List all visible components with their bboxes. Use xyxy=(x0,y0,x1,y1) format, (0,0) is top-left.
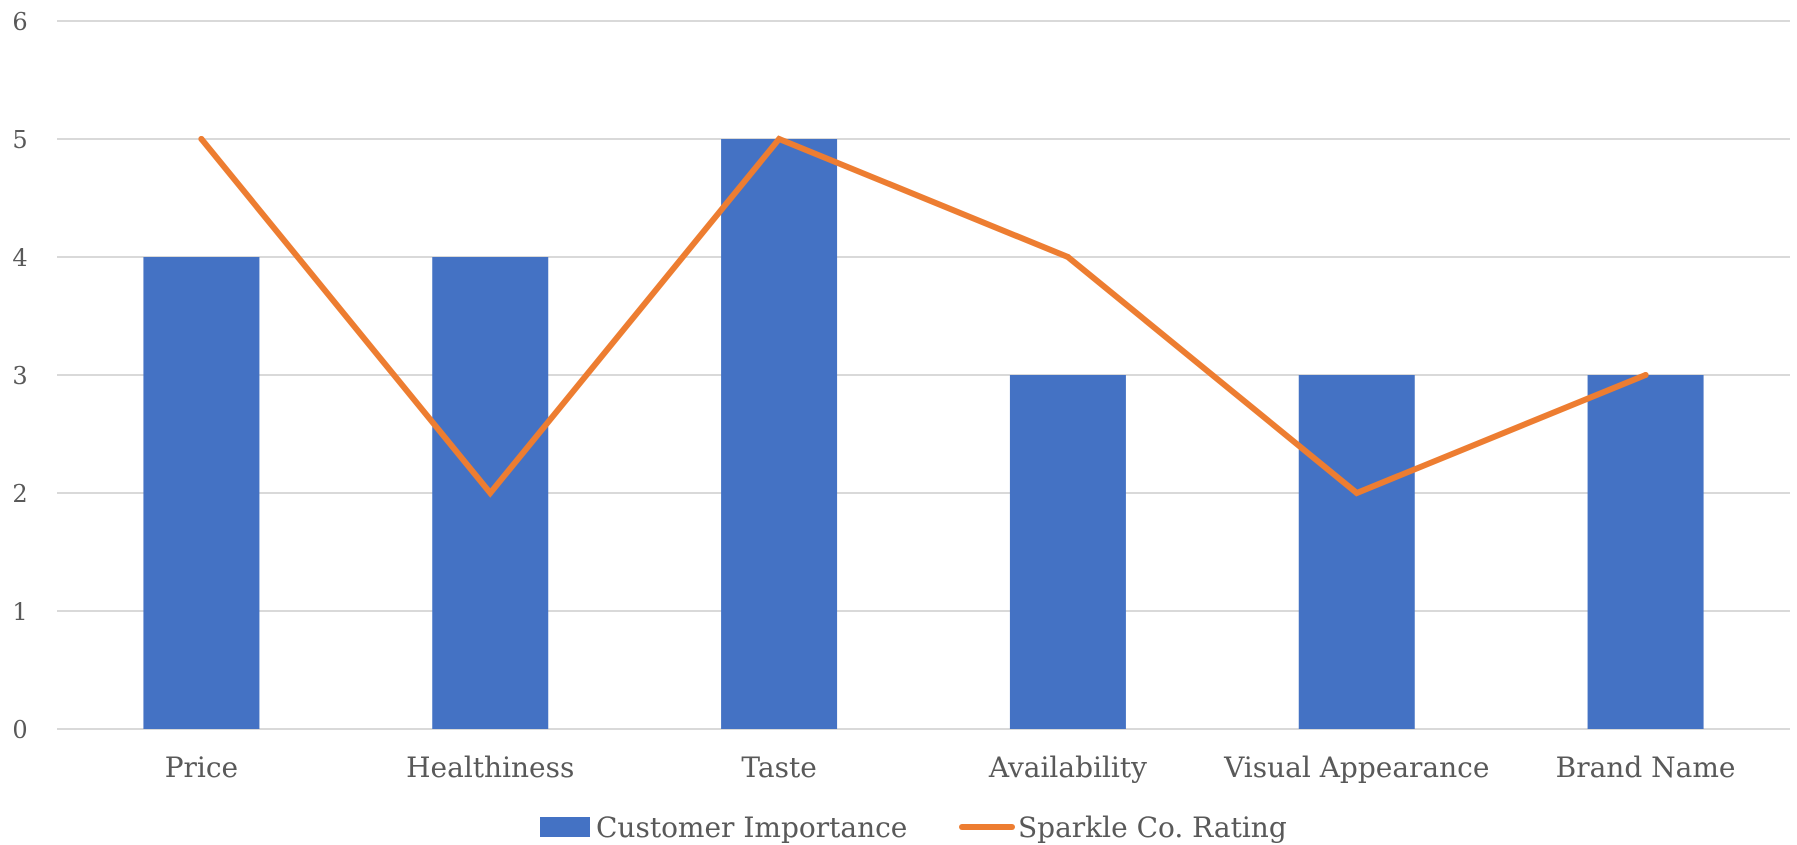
x-tick-label: Taste xyxy=(741,751,816,784)
line-point-taste xyxy=(776,136,783,142)
y-tick-label: 1 xyxy=(12,598,27,626)
x-tick-label: Price xyxy=(165,751,238,784)
y-tick-label: 2 xyxy=(12,480,27,508)
line-series xyxy=(198,135,1649,498)
legend-label-customer-importance: Customer Importance xyxy=(596,811,907,844)
y-tick-label: 5 xyxy=(12,126,27,154)
line-point-availability xyxy=(1064,254,1071,260)
legend: Customer Importance Sparkle Co. Rating xyxy=(540,811,1287,844)
legend-label-sparkle-rating: Sparkle Co. Rating xyxy=(1018,811,1287,844)
line-point-healthiness xyxy=(487,490,494,496)
x-tick-label: Availability xyxy=(988,751,1147,784)
bar-visual-appearance xyxy=(1298,375,1415,729)
y-axis-ticks: 0 1 2 3 4 5 6 xyxy=(12,8,27,744)
gridlines xyxy=(57,20,1790,730)
y-tick-label: 3 xyxy=(12,362,27,390)
bar-brand-name xyxy=(1587,375,1704,729)
legend-swatch-customer-importance xyxy=(540,817,590,837)
x-tick-label: Brand Name xyxy=(1556,751,1736,784)
y-tick-label: 4 xyxy=(12,244,27,272)
bar-price xyxy=(143,257,260,729)
bar-availability xyxy=(1009,375,1126,729)
x-tick-label: Visual Appearance xyxy=(1223,751,1489,784)
x-axis-labels: Price Healthiness Taste Availability Visual … xyxy=(165,751,1736,784)
bar-series xyxy=(143,139,1704,729)
y-tick-label: 6 xyxy=(12,8,27,36)
line-point-brand-name xyxy=(1642,372,1649,378)
x-tick-label: Healthiness xyxy=(406,751,574,784)
line-point-visual-appearance xyxy=(1353,490,1360,496)
line-point-price xyxy=(198,136,205,142)
line-sparkle-rating xyxy=(198,135,1649,498)
y-tick-label: 0 xyxy=(12,716,27,744)
bar-taste xyxy=(721,139,838,729)
